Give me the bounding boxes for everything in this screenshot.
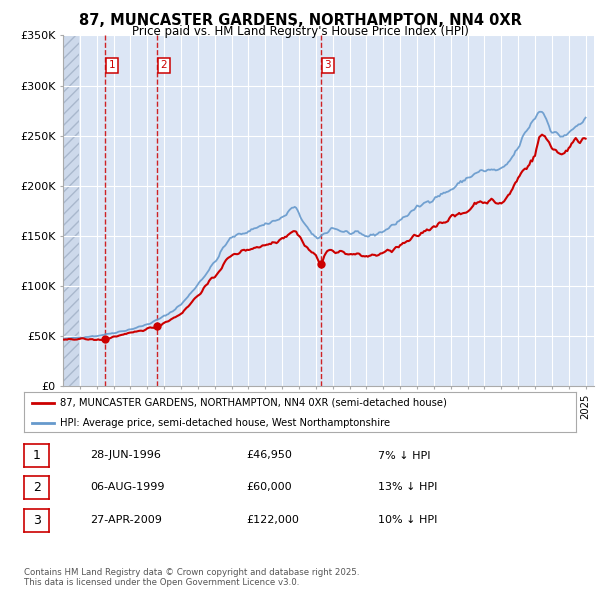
Text: 1: 1 [32, 449, 41, 462]
Text: 3: 3 [32, 514, 41, 527]
Text: £60,000: £60,000 [246, 483, 292, 492]
Text: 87, MUNCASTER GARDENS, NORTHAMPTON, NN4 0XR (semi-detached house): 87, MUNCASTER GARDENS, NORTHAMPTON, NN4 … [60, 398, 447, 408]
Text: £122,000: £122,000 [246, 516, 299, 525]
Text: 87, MUNCASTER GARDENS, NORTHAMPTON, NN4 0XR: 87, MUNCASTER GARDENS, NORTHAMPTON, NN4 … [79, 13, 521, 28]
Text: 06-AUG-1999: 06-AUG-1999 [90, 483, 164, 492]
Text: HPI: Average price, semi-detached house, West Northamptonshire: HPI: Average price, semi-detached house,… [60, 418, 390, 428]
Text: 3: 3 [325, 61, 331, 70]
Text: 2: 2 [160, 61, 167, 70]
Text: 10% ↓ HPI: 10% ↓ HPI [378, 516, 437, 525]
Text: 27-APR-2009: 27-APR-2009 [90, 516, 162, 525]
Text: 7% ↓ HPI: 7% ↓ HPI [378, 451, 431, 460]
Text: £46,950: £46,950 [246, 451, 292, 460]
Text: 13% ↓ HPI: 13% ↓ HPI [378, 483, 437, 492]
Text: Contains HM Land Registry data © Crown copyright and database right 2025.
This d: Contains HM Land Registry data © Crown c… [24, 568, 359, 587]
Text: 28-JUN-1996: 28-JUN-1996 [90, 451, 161, 460]
Text: 2: 2 [32, 481, 41, 494]
Text: Price paid vs. HM Land Registry's House Price Index (HPI): Price paid vs. HM Land Registry's House … [131, 25, 469, 38]
Text: 1: 1 [109, 61, 115, 70]
